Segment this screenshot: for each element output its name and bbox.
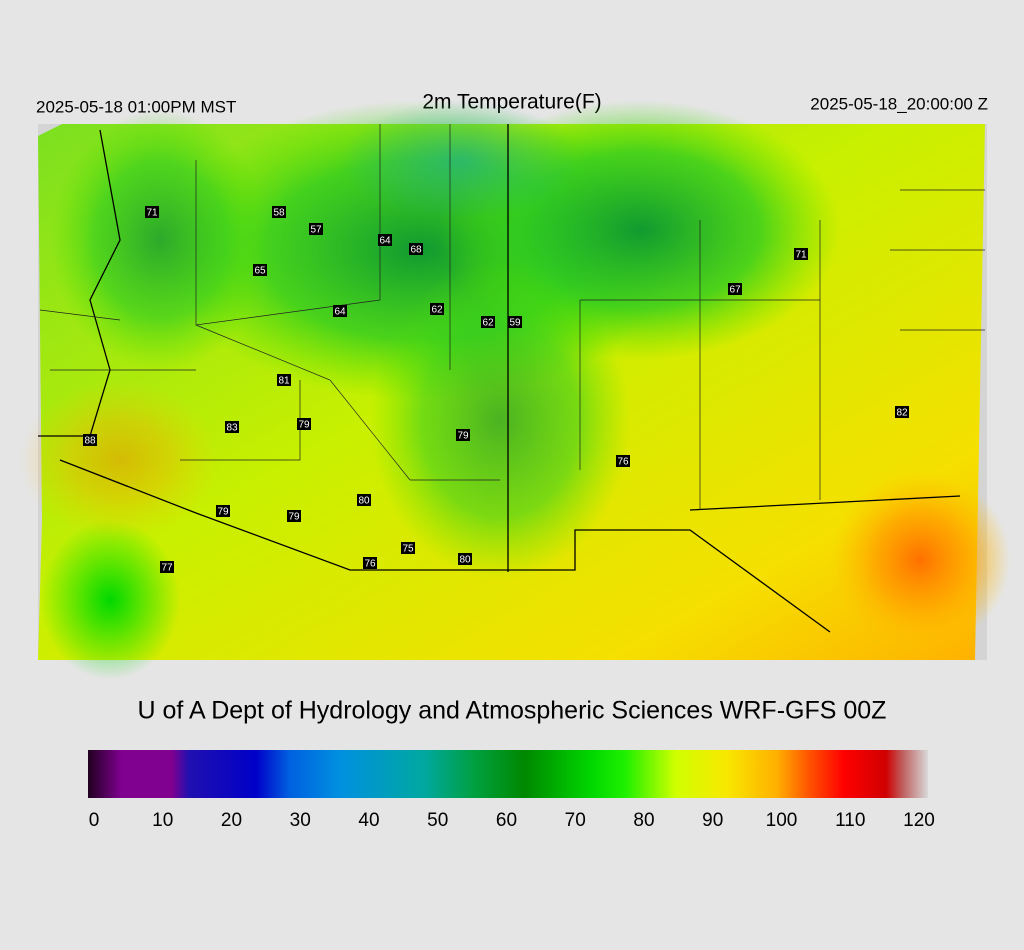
station-value: 76: [364, 559, 376, 570]
station-value: 76: [617, 457, 629, 468]
colorbar-tick-label: 110: [835, 810, 865, 831]
colorbar-tick-label: 60: [496, 810, 517, 831]
colorbar-tick-label: 50: [427, 810, 448, 831]
colorbar-tick-label: 0: [89, 810, 100, 831]
station-value: 75: [402, 544, 414, 555]
colorbar-tick-label: 10: [152, 810, 173, 831]
station-value: 68: [410, 245, 422, 256]
station-box: [363, 557, 377, 569]
station-box: [409, 243, 423, 255]
station-value: 80: [459, 555, 471, 566]
station-box: [895, 406, 909, 418]
station-box: [160, 561, 174, 573]
colorbar-tick-label: 120: [903, 810, 935, 831]
colorbar: [88, 750, 928, 798]
station-box: [83, 434, 97, 446]
station-box: [216, 505, 230, 517]
station-box: [458, 553, 472, 565]
station-value: 79: [217, 507, 229, 518]
station-box: [253, 264, 267, 276]
station-box: [272, 206, 286, 218]
station-box: [309, 223, 323, 235]
station-value: 67: [729, 285, 741, 296]
station-value: 80: [358, 496, 370, 507]
valid-local-time: 2025-05-18 01:00PM MST: [36, 97, 236, 116]
station-value: 59: [509, 318, 521, 329]
colorbar-tick-label: 30: [290, 810, 311, 831]
station-value: 62: [431, 305, 443, 316]
station-box: [297, 418, 311, 430]
credit: U of A Dept of Hydrology and Atmospheric…: [138, 697, 887, 725]
colorbar-tick-label: 100: [766, 810, 798, 831]
station-value: 79: [288, 512, 300, 523]
station-box: [277, 374, 291, 386]
station-box: [378, 234, 392, 246]
station-value: 64: [379, 236, 391, 247]
valid-utc-time: 2025-05-18_20:00:00 Z: [810, 94, 988, 113]
colorbar-tick-label: 90: [702, 810, 723, 831]
map: [20, 100, 1010, 680]
station-value: 79: [457, 431, 469, 442]
station-box: [481, 316, 495, 328]
station-box: [145, 206, 159, 218]
station-values: 71 58 57 64 68 65 64 62 62 59 67 71 81 83 79 79 88 82 76 80…: [83, 206, 909, 574]
station-value: 62: [482, 318, 494, 329]
station-value: 57: [310, 225, 322, 236]
station-value: 64: [334, 307, 346, 318]
station-box: [333, 305, 347, 317]
station-box: [728, 283, 742, 295]
station-box: [508, 316, 522, 328]
station-box: [225, 421, 239, 433]
station-box: [357, 494, 371, 506]
station-value: 65: [254, 266, 266, 277]
station-box: [794, 248, 808, 260]
station-value: 79: [298, 420, 310, 431]
station-value: 71: [795, 250, 807, 261]
station-box: [287, 510, 301, 522]
station-box: [430, 303, 444, 315]
colorbar-ticks: 0 10 20 30 40 50 60 70 80 90 100 110 120: [89, 810, 935, 831]
station-box: [616, 455, 630, 467]
colorbar-tick-label: 80: [633, 810, 654, 831]
station-value: 77: [161, 563, 173, 574]
station-value: 71: [146, 208, 158, 219]
station-value: 82: [896, 408, 908, 419]
colorbar-tick-label: 20: [221, 810, 242, 831]
colorbar-tick-label: 40: [358, 810, 379, 831]
station-box: [401, 542, 415, 554]
station-value: 83: [226, 423, 238, 434]
station-value: 88: [84, 436, 96, 447]
station-box: [456, 429, 470, 441]
colorbar-tick-label: 70: [565, 810, 586, 831]
station-value: 58: [273, 208, 285, 219]
station-value: 81: [278, 376, 290, 387]
